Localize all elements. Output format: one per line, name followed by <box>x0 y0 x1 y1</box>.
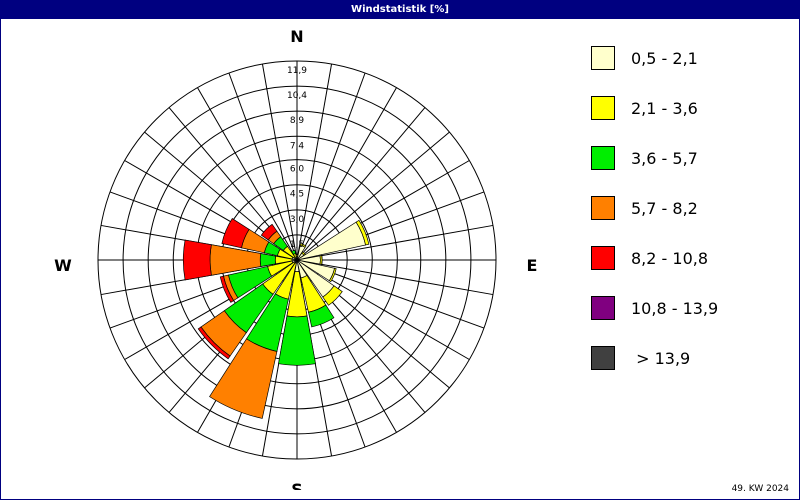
grid-spoke-40 <box>296 107 426 261</box>
radial-tick-label-3: 6,0 <box>290 165 305 175</box>
wedge-NNE-1 <box>299 243 307 248</box>
legend-swatch <box>591 296 615 320</box>
wedge-S-2 <box>278 315 316 366</box>
radial-tick-label-1: 3,0 <box>290 215 305 225</box>
grid-spoke-30 <box>296 87 397 261</box>
week-label: 49. KW 2024 <box>731 484 789 494</box>
wedge-E-1 <box>319 255 323 265</box>
compass-label-west: W <box>54 256 72 275</box>
legend-swatch <box>591 146 615 170</box>
wedge-WSW-4 <box>219 275 235 303</box>
legend-item: 3,6 - 5,7 <box>591 146 791 172</box>
wedge-ESE-1 <box>328 267 337 283</box>
radial-tick-label-4: 7,4 <box>290 141 305 151</box>
compass-label-east: E <box>527 256 538 275</box>
legend-label: 3,6 - 5,7 <box>631 149 698 168</box>
wedge-SE-1 <box>322 285 343 306</box>
radial-tick-label-0: 1,5 <box>290 240 304 250</box>
legend-swatch <box>591 196 615 220</box>
legend-label: 0,5 - 2,1 <box>631 49 698 68</box>
grid-spoke-350 <box>261 63 298 261</box>
grid-spoke-100 <box>296 259 494 296</box>
legend-swatch <box>591 346 615 370</box>
grid-spoke-330 <box>197 87 298 261</box>
wind-rose-chart: 1,5 3,0 4,5 6,0 7,4 8,9 10,4 11,9 N E S W <box>54 27 538 490</box>
legend-item: 10,8 - 13,9 <box>591 296 791 322</box>
wedge-NNW-2 <box>291 249 296 255</box>
wedge-NW-4 <box>260 223 278 241</box>
legend-swatch <box>591 96 615 120</box>
window-title: Windstatistik [%] <box>1 1 799 19</box>
legend-item: 2,1 - 3,6 <box>591 96 791 122</box>
wedge-SSW-3 <box>209 338 278 419</box>
wedge-WNW-4 <box>221 218 250 249</box>
legend-item: > 13,9 <box>591 346 791 372</box>
legend-swatch <box>591 246 615 270</box>
wedge-W-4 <box>183 239 212 281</box>
grid-spoke-80 <box>296 224 494 261</box>
wedge-SSE-2 <box>308 304 335 328</box>
wedge-W-2 <box>259 253 277 267</box>
legend-item: 5,7 - 8,2 <box>591 196 791 222</box>
radial-tick-label-7: 11,9 <box>287 66 307 76</box>
grid-spoke-20 <box>296 72 366 261</box>
wind-wedges <box>183 218 370 419</box>
legend-item: 8,2 - 10,8 <box>591 246 791 272</box>
grid-spoke-340 <box>228 72 298 261</box>
legend-swatch <box>591 46 615 70</box>
radial-tick-label-2: 4,5 <box>290 190 304 200</box>
legend-label: 2,1 - 3,6 <box>631 99 698 118</box>
radial-tick-label-6: 10,4 <box>287 91 307 101</box>
grid-spoke-50 <box>296 131 450 261</box>
compass-label-north: N <box>290 27 303 46</box>
legend-label: > 13,9 <box>631 349 691 368</box>
wedge-SW-4 <box>197 326 231 360</box>
legend-label: 10,8 - 13,9 <box>631 299 719 318</box>
grid-spoke-10 <box>296 63 333 261</box>
compass-label-south: S <box>291 480 303 490</box>
legend-label: 8,2 - 10,8 <box>631 249 709 268</box>
wedge-NE-1 <box>301 251 306 256</box>
wedge-ENE-1 <box>355 219 370 246</box>
legend-label: 5,7 - 8,2 <box>631 199 698 218</box>
radial-tick-label-5: 8,9 <box>290 116 305 126</box>
legend-item: 0,5 - 2,1 <box>591 46 791 72</box>
